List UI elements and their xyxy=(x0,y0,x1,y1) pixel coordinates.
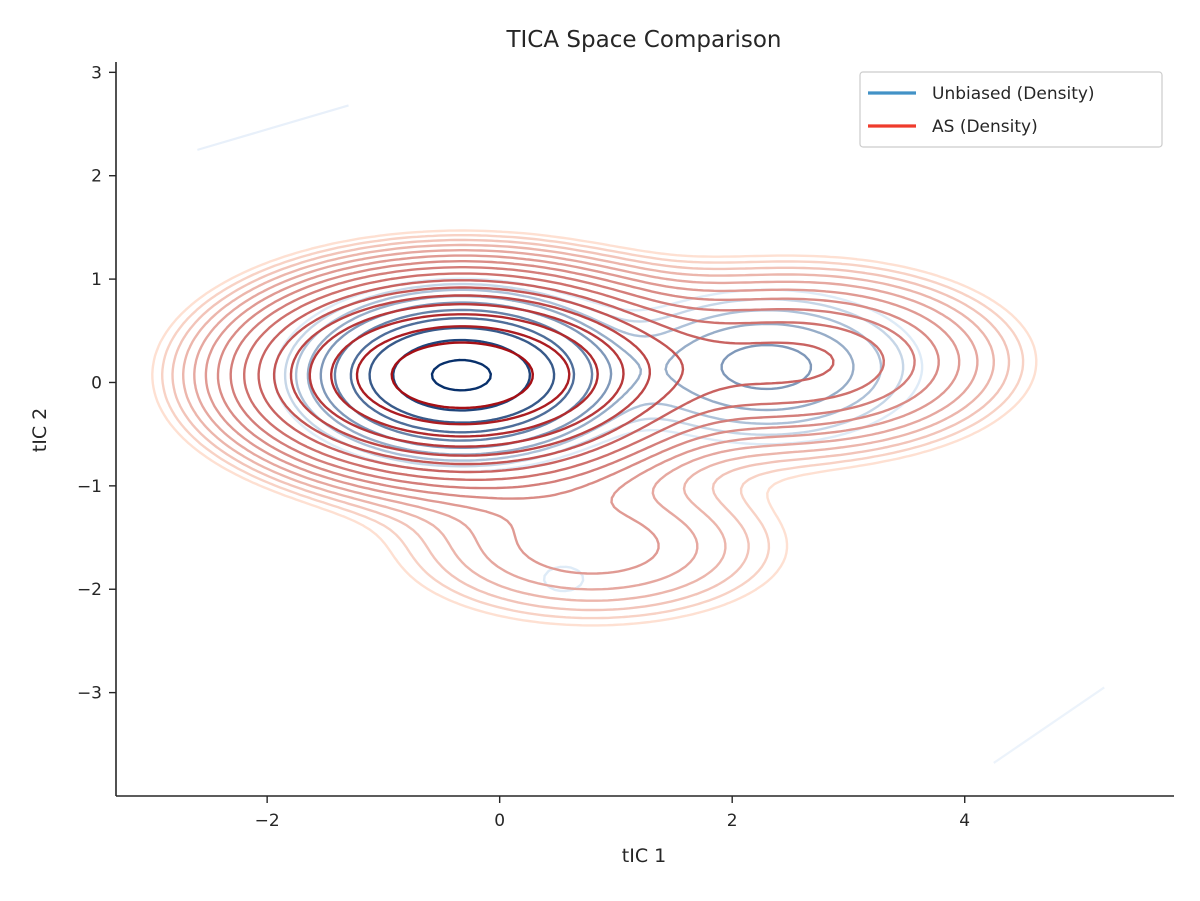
unbiased-contour-level-7 xyxy=(349,317,576,434)
as-contour-level-2 xyxy=(161,234,1025,620)
y-tick-label: 0 xyxy=(91,373,102,393)
as-contour-level-8 xyxy=(229,266,916,490)
x-tick-label: −2 xyxy=(255,811,280,831)
y-tick-label: −2 xyxy=(77,580,102,600)
as-contour-level-13 xyxy=(308,303,625,448)
as-contour-level-4 xyxy=(182,243,995,602)
y-axis-label: tIC 2 xyxy=(29,408,51,452)
legend-frame xyxy=(859,71,1163,148)
as-density-contours xyxy=(151,229,1038,627)
x-axis-label: tIC 1 xyxy=(622,845,666,867)
as-contour-level-9 xyxy=(243,272,885,481)
unbiased-outlier-contour-bottom xyxy=(993,686,1105,764)
unbiased-outlier-contour-top xyxy=(197,104,349,151)
as-contour-level-6 xyxy=(204,254,961,575)
as-contour-level-14 xyxy=(330,313,599,438)
y-tick-label: 1 xyxy=(91,270,102,290)
x-tick-label: 0 xyxy=(494,811,505,831)
unbiased-contour-level-10 xyxy=(430,358,492,392)
as-contour-level-15 xyxy=(355,325,571,426)
legend-label-as: AS (Density) xyxy=(932,117,1038,137)
unbiased-contour-level-8 xyxy=(368,326,556,424)
y-axis-ticks: −3 −2 −1 0 1 2 3 xyxy=(77,63,116,704)
x-tick-label: 4 xyxy=(959,811,970,831)
as-contour-level-10 xyxy=(257,279,835,474)
x-tick-label: 2 xyxy=(727,811,738,831)
y-tick-label: 2 xyxy=(91,167,102,187)
y-tick-label: 3 xyxy=(91,63,102,83)
as-contour-level-5 xyxy=(193,249,979,591)
y-tick-label: −3 xyxy=(77,684,102,704)
as-contour-level-1 xyxy=(151,229,1038,627)
unbiased-contour-level-4 xyxy=(306,294,855,456)
y-tick-label: −1 xyxy=(77,477,102,497)
as-contour-level-11 xyxy=(272,286,685,466)
chart-title: TICA Space Comparison xyxy=(505,27,781,53)
as-contour-level-3 xyxy=(171,238,1011,612)
legend-label-unbiased: Unbiased (Density) xyxy=(932,84,1095,104)
as-contour-level-7 xyxy=(216,260,940,500)
unbiased-density-contours xyxy=(197,104,1105,764)
as-contour-level-12 xyxy=(289,294,651,457)
as-contour-level-16 xyxy=(390,341,534,410)
legend: Unbiased (Density) AS (Density) xyxy=(859,71,1163,148)
x-axis-ticks: −2 0 2 4 xyxy=(255,796,970,831)
